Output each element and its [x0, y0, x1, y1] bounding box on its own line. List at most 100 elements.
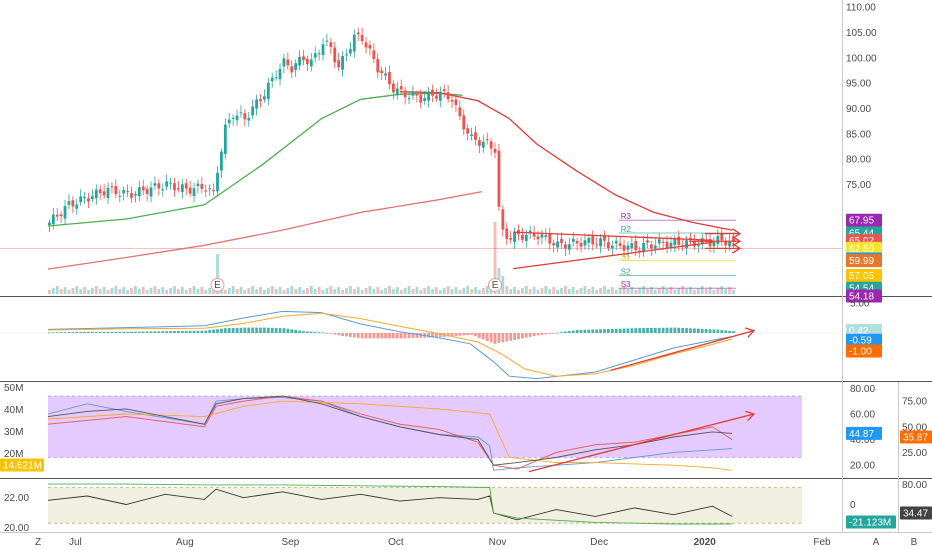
macd-histogram-bar [505, 333, 509, 342]
macd-histogram-bar [200, 330, 204, 333]
macd-histogram-bar [259, 327, 262, 333]
candle-body [298, 56, 301, 66]
macd-histogram-bar [380, 333, 384, 339]
volume-bar [364, 288, 368, 294]
macd-histogram-bar [75, 331, 79, 333]
candle-body [587, 237, 591, 243]
price-axis-label: 105.00 [846, 28, 877, 39]
candle-body [485, 139, 489, 141]
candle-body [689, 237, 692, 240]
volume-bar [368, 286, 372, 294]
macd-histogram-bar [235, 327, 239, 333]
volume-bar [380, 290, 384, 294]
macd-tag-text: -1.00 [849, 347, 872, 358]
candle-body [372, 50, 376, 60]
volume-bar [196, 289, 200, 294]
macd-histogram-bar [63, 332, 67, 333]
volume-bar [704, 289, 708, 294]
candle-body [55, 214, 59, 217]
candle-body [677, 236, 681, 245]
candle-body [71, 200, 75, 207]
macd-histogram-bar [696, 328, 700, 333]
volume-bar [556, 290, 559, 294]
candle-body [333, 47, 337, 63]
volume-bar [669, 287, 673, 294]
volume-bar [665, 289, 669, 294]
candle-body [380, 70, 384, 74]
macd-histogram-bar [395, 333, 399, 339]
candle-body [294, 63, 298, 71]
candle-body [239, 112, 243, 114]
candle-body [114, 186, 118, 195]
triangle-trendline [513, 241, 713, 270]
macd-histogram-bar [153, 331, 157, 333]
candle-body [685, 240, 688, 249]
scale-button[interactable]: B [911, 537, 918, 548]
price-tag [846, 254, 882, 268]
price-tag-text: 67.95 [849, 216, 874, 227]
volume-bar [442, 288, 446, 294]
candle-body [622, 244, 626, 251]
volume-bar [462, 288, 466, 294]
macd-histogram-bar [282, 328, 286, 333]
candle-body [728, 241, 731, 247]
oscillator-line [48, 483, 733, 525]
volume-bar [294, 289, 298, 294]
volume-bar [94, 286, 98, 294]
candle-body [286, 59, 290, 66]
macd-histogram-bar [165, 331, 169, 333]
volume-bar [438, 290, 442, 294]
volume-bar [48, 290, 51, 294]
volume-bar [661, 286, 665, 294]
candle-body [419, 95, 423, 103]
candle-body [595, 244, 599, 246]
macd-histogram-bar [454, 333, 458, 336]
oscillator-tag [846, 515, 896, 529]
candle-body [388, 72, 391, 85]
zoom-button[interactable]: Z [35, 537, 41, 548]
volume-bar [337, 287, 341, 294]
volume-bar [251, 286, 255, 294]
triangle-arrow-head [731, 242, 742, 254]
candle-body [646, 240, 649, 243]
candle-body [571, 238, 575, 242]
macd-histogram-bar [325, 333, 329, 334]
time-axis-label: Oct [388, 537, 404, 548]
price-tag-text: 65.02 [849, 236, 874, 247]
macd-histogram-bar [677, 327, 681, 333]
volume-bar [607, 289, 610, 294]
macd-histogram-bar [149, 331, 153, 333]
volume-bar [646, 289, 649, 294]
candle-body [204, 190, 208, 192]
macd-histogram-bar [55, 332, 59, 334]
candle-body [603, 235, 606, 241]
volume-bar [399, 290, 403, 294]
candle-body [321, 44, 325, 56]
macd-histogram-bar [130, 331, 133, 333]
scale-button[interactable]: A [873, 537, 880, 548]
pivot-label: S2 [621, 267, 631, 276]
candle-body [220, 151, 223, 171]
candle-body [673, 238, 677, 246]
macd-histogram-bar [83, 331, 86, 333]
candle-body [91, 196, 94, 200]
price-tag-text: 54.18 [849, 292, 874, 303]
candle-body [51, 214, 55, 225]
candle-body [450, 99, 454, 102]
candle-body [263, 96, 266, 100]
volume-tag [0, 458, 44, 472]
candle-body [200, 183, 204, 189]
macd-histogram-bar [79, 331, 83, 333]
macd-histogram-bar [157, 331, 161, 333]
candle-body [556, 241, 559, 248]
macd-histogram-bar [438, 333, 442, 338]
volume-bar [564, 286, 567, 294]
volume-bar [431, 289, 434, 294]
candle-body [411, 92, 415, 96]
candle-body [560, 238, 563, 244]
volume-bar [435, 287, 438, 294]
macd-histogram-bar [329, 333, 333, 334]
volume-bar [650, 287, 653, 294]
